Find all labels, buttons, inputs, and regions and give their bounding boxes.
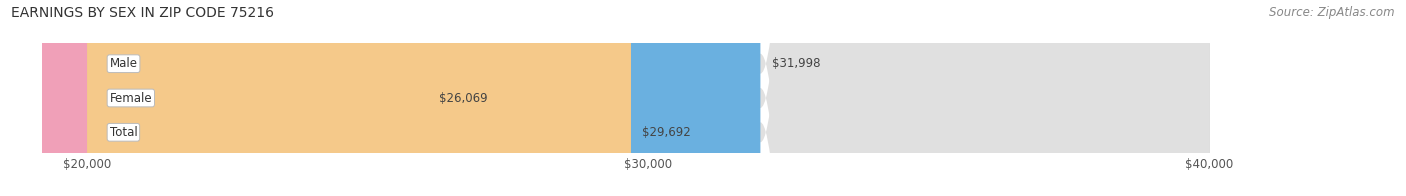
FancyBboxPatch shape	[87, 0, 1209, 196]
Text: Total: Total	[110, 126, 138, 139]
Text: Source: ZipAtlas.com: Source: ZipAtlas.com	[1270, 6, 1395, 19]
Text: $31,998: $31,998	[772, 57, 820, 70]
FancyBboxPatch shape	[0, 0, 536, 196]
Text: Male: Male	[110, 57, 138, 70]
Text: Female: Female	[110, 92, 152, 104]
Text: $26,069: $26,069	[439, 92, 488, 104]
Text: EARNINGS BY SEX IN ZIP CODE 75216: EARNINGS BY SEX IN ZIP CODE 75216	[11, 6, 274, 20]
FancyBboxPatch shape	[87, 0, 1209, 196]
FancyBboxPatch shape	[87, 0, 761, 196]
FancyBboxPatch shape	[87, 0, 631, 196]
Text: $29,692: $29,692	[643, 126, 690, 139]
FancyBboxPatch shape	[87, 0, 1209, 196]
